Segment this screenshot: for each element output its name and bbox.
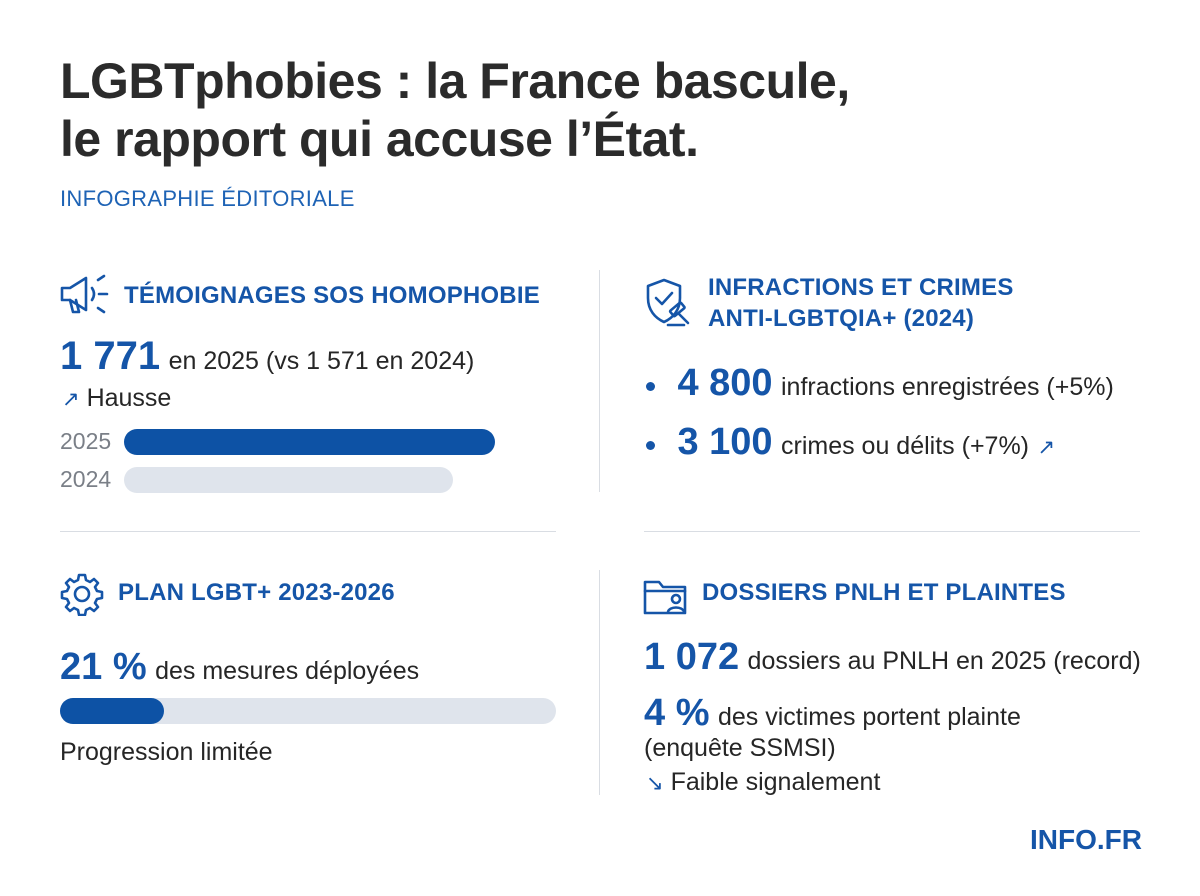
dossiers-item-2: 4 % des victimes portent plainte [644,692,1021,736]
dossiers-section-title: DOSSIERS PNLH ET PLAINTES [702,579,1066,606]
sos-section-title: TÉMOIGNAGES SOS HOMOPHOBIE [124,282,540,309]
title-line-1: LGBTphobies : la France bascule, [60,53,850,109]
megaphone-icon [58,272,110,318]
infractions-title-line-2: ANTI-LGBTQIA+ (2024) [708,305,975,332]
page-title: LGBTphobies : la France bascule, le rapp… [60,52,1160,168]
plan-value-text: des mesures déployées [155,657,420,685]
plan-value: 21 % [60,646,147,688]
trend-down-icon: ↘ [646,772,664,795]
bullet-dot [646,382,655,392]
dossiers-trend: ↘ Faible signalement [646,768,880,797]
sos-stat-row: 1 771 en 2025 (vs 1 571 en 2024) [60,334,474,378]
plan-stat-row: 21 % des mesures déployées [60,646,419,690]
dossiers-item-2-text: des victimes portent plainte [717,703,1021,731]
plan-section-title: PLAN LGBT+ 2023-2026 [118,579,395,606]
dossiers-item-1: 1 072 dossiers au PNLH en 2025 (record) [644,636,1141,680]
sos-value-text: en 2025 (vs 1 571 en 2024) [168,347,475,375]
dossiers-item-2-source: (enquête SSMSI) [644,734,836,762]
folder-person-icon [642,574,690,618]
infractions-title-line-1: INFRACTIONS ET CRIMES [708,274,1014,301]
plan-progress-fill [60,698,165,724]
trend-up-icon: ↗ [1037,436,1056,459]
bar-label-2024: 2024 [60,466,112,492]
sos-value: 1 771 [60,334,161,378]
divider-vertical-bottom [599,570,600,795]
gear-icon [60,572,104,617]
infractions-item-1: 4 800 infractions enregistrées (+5%) [646,362,1114,406]
plan-progress-track [60,698,556,724]
sos-trend: ↗ Hausse [62,384,171,413]
infractions-item-1-text: infractions enregistrées (+5%) [781,373,1114,401]
brand-logo: INFO.FR [1030,824,1142,855]
infractions-item-1-value: 4 800 [677,362,773,404]
infractions-item-2: 3 100 crimes ou délits (+7%) ↗ [646,421,1055,465]
dossiers-item-1-text: dossiers au PNLH en 2025 (record) [747,647,1141,675]
bullet-dot [646,441,655,451]
dossiers-item-2-value: 4 % [644,692,710,734]
shield-gavel-icon [642,276,696,330]
infractions-item-2-text: crimes ou délits (+7%) [781,432,1029,460]
trend-up-icon: ↗ [62,388,80,411]
bar-label-2025: 2025 [60,428,112,454]
page-subtitle: INFOGRAPHIE ÉDITORIALE [60,186,355,211]
infractions-item-2-value: 3 100 [677,421,773,463]
divider-horizontal-left [60,531,556,532]
dossiers-trend-text: Faible signalement [670,768,881,796]
divider-horizontal-right [644,531,1140,532]
divider-vertical-top [599,270,600,492]
title-line-2: le rapport qui accuse l’État. [60,111,699,167]
bar-2025 [124,429,495,455]
sos-trend-text: Hausse [86,384,172,412]
dossiers-item-1-value: 1 072 [644,636,740,678]
plan-note: Progression limitée [60,738,273,766]
infractions-section-title: INFRACTIONS ET CRIMES ANTI-LGBTQIA+ (202… [708,272,1014,334]
bar-2024 [124,467,453,493]
